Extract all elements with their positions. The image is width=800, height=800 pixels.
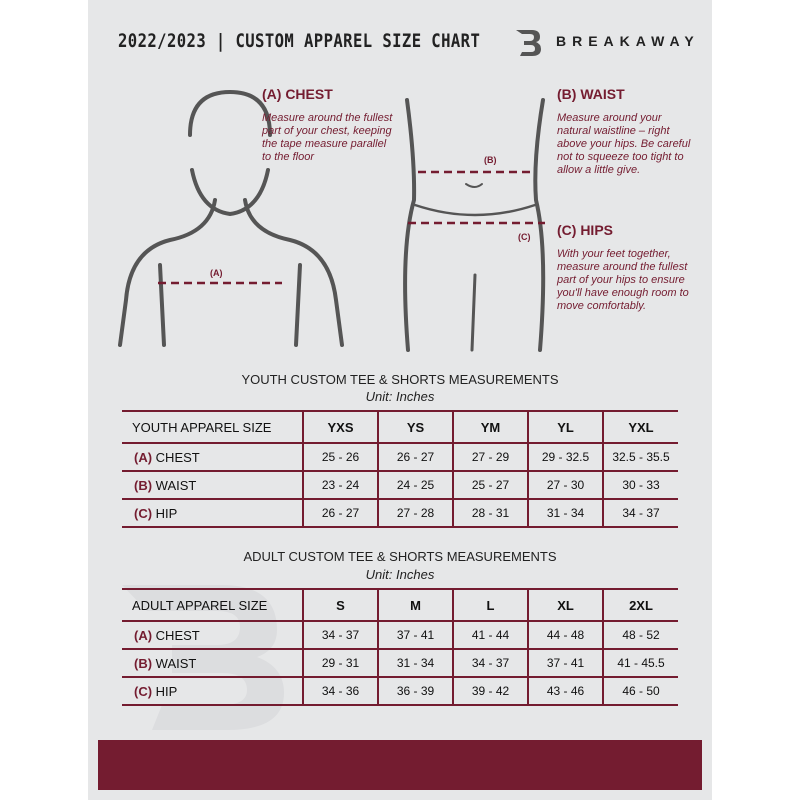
table-cell: 25 - 26 — [302, 442, 378, 472]
table-cell: 32.5 - 35.5 — [602, 442, 678, 472]
measurement-marker: (B) — [134, 655, 153, 671]
torso-figure — [403, 98, 546, 352]
measurement-name: WAIST — [155, 477, 197, 493]
table-cell: 29 - 31 — [302, 648, 378, 678]
table-cell: 34 - 36 — [302, 676, 378, 706]
table-cell: 26 - 27 — [302, 498, 378, 528]
measurement-name: CHEST — [155, 449, 200, 465]
youth-size-table: YOUTH APPAREL SIZE YXS YS YM YL YXL (A) CHEST 2… — [122, 410, 678, 528]
table-cell: 28 - 31 — [452, 498, 528, 528]
youth-table-title: YOUTH CUSTOM TEE & SHORTS MEASUREMENTS — [241, 372, 559, 387]
table-cell: 43 - 46 — [527, 676, 603, 706]
table-cell: 24 - 25 — [377, 470, 453, 500]
table-cell: 44 - 48 — [527, 620, 603, 650]
table-cell: 25 - 27 — [452, 470, 528, 500]
table-cell: 26 - 27 — [377, 442, 453, 472]
measurement-name: CHEST — [155, 627, 200, 643]
hips-heading: (C) HIPS — [557, 222, 613, 238]
table-row: (B) WAIST 23 - 24 24 - 25 25 - 27 27 - 30 30 … — [122, 470, 678, 500]
hips-description: With your feet together, measure around … — [557, 248, 689, 312]
measurement-name: WAIST — [155, 655, 197, 671]
table-cell: 41 - 45.5 — [602, 648, 678, 678]
marker-c: (C) — [518, 232, 531, 242]
table-cell: 27 - 30 — [527, 470, 603, 500]
waist-description: Measure around your natural waistline – … — [557, 112, 691, 176]
size-column-header: YXL — [602, 410, 678, 444]
marker-a: (A) — [210, 268, 223, 278]
measurement-marker: (A) — [134, 627, 153, 643]
table-cell: 27 - 29 — [452, 442, 528, 472]
table-row: (A) CHEST 25 - 26 26 - 27 27 - 29 29 - 32.5 3… — [122, 442, 678, 472]
chest-heading: (A) CHEST — [262, 86, 333, 102]
table-cell: 34 - 37 — [452, 648, 528, 678]
breakaway-logo-icon — [516, 30, 541, 56]
size-column-header: S — [302, 588, 378, 622]
marker-b: (B) — [484, 155, 497, 165]
table-row: (C) HIP 26 - 27 27 - 28 28 - 31 31 - 34 34 - … — [122, 498, 678, 528]
size-header: ADULT APPAREL SIZE — [122, 588, 303, 622]
youth-table-unit: Unit: Inches — [365, 389, 435, 404]
waist-heading: (B) WAIST — [557, 86, 625, 102]
measurement-name: HIP — [155, 505, 178, 521]
table-cell: 31 - 34 — [527, 498, 603, 528]
page-title: 2022/2023 | CUSTOM APPAREL SIZE CHART — [118, 30, 481, 52]
table-cell: 34 - 37 — [602, 498, 678, 528]
size-column-header: YXS — [302, 410, 378, 444]
table-cell: 31 - 34 — [377, 648, 453, 678]
size-column-header: YL — [527, 410, 603, 444]
table-header-row: ADULT APPAREL SIZE S M L XL 2XL — [122, 588, 678, 622]
measurement-marker: (C) — [134, 505, 153, 521]
size-column-header: XL — [527, 588, 603, 622]
measurement-name: HIP — [155, 683, 178, 699]
size-header: YOUTH APPAREL SIZE — [122, 410, 303, 444]
table-cell: 41 - 44 — [452, 620, 528, 650]
adult-table-unit: Unit: Inches — [365, 567, 435, 582]
measurement-label: (A) CHEST — [122, 442, 303, 472]
table-cell: 34 - 37 — [302, 620, 378, 650]
size-column-header: M — [377, 588, 453, 622]
chest-figure — [118, 89, 344, 347]
adult-table-title: ADULT CUSTOM TEE & SHORTS MEASUREMENTS — [243, 549, 557, 564]
measurement-label: (C) HIP — [122, 498, 303, 528]
brand-name: BREAKAWAY — [556, 33, 700, 49]
table-cell: 27 - 28 — [377, 498, 453, 528]
table-header-row: YOUTH APPAREL SIZE YXS YS YM YL YXL — [122, 410, 678, 444]
body-diagrams: (A) (B) (C) — [118, 89, 546, 352]
measurement-label: (C) HIP — [122, 676, 303, 706]
measurement-marker: (C) — [134, 683, 153, 699]
footer-bar — [98, 740, 702, 790]
table-row: (B) WAIST 29 - 31 31 - 34 34 - 37 37 - 41 41 … — [122, 648, 678, 678]
table-cell: 39 - 42 — [452, 676, 528, 706]
table-cell: 30 - 33 — [602, 470, 678, 500]
table-cell: 37 - 41 — [527, 648, 603, 678]
size-column-header: L — [452, 588, 528, 622]
measurement-marker: (B) — [134, 477, 153, 493]
size-column-header: YM — [452, 410, 528, 444]
table-cell: 36 - 39 — [377, 676, 453, 706]
table-cell: 48 - 52 — [602, 620, 678, 650]
measurement-label: (B) WAIST — [122, 648, 303, 678]
measurement-marker: (A) — [134, 449, 153, 465]
table-cell: 23 - 24 — [302, 470, 378, 500]
measurement-label: (A) CHEST — [122, 620, 303, 650]
size-column-header: 2XL — [602, 588, 678, 622]
adult-size-table: ADULT APPAREL SIZE S M L XL 2XL (A) CHEST 34 - … — [122, 588, 678, 706]
table-cell: 37 - 41 — [377, 620, 453, 650]
table-row: (A) CHEST 34 - 37 37 - 41 41 - 44 44 - 48 48 … — [122, 620, 678, 650]
size-column-header: YS — [377, 410, 453, 444]
table-row: (C) HIP 34 - 36 36 - 39 39 - 42 43 - 46 46 - … — [122, 676, 678, 706]
measurement-label: (B) WAIST — [122, 470, 303, 500]
table-cell: 29 - 32.5 — [527, 442, 603, 472]
chest-description: Measure around the fullest part of your … — [262, 112, 393, 163]
table-cell: 46 - 50 — [602, 676, 678, 706]
